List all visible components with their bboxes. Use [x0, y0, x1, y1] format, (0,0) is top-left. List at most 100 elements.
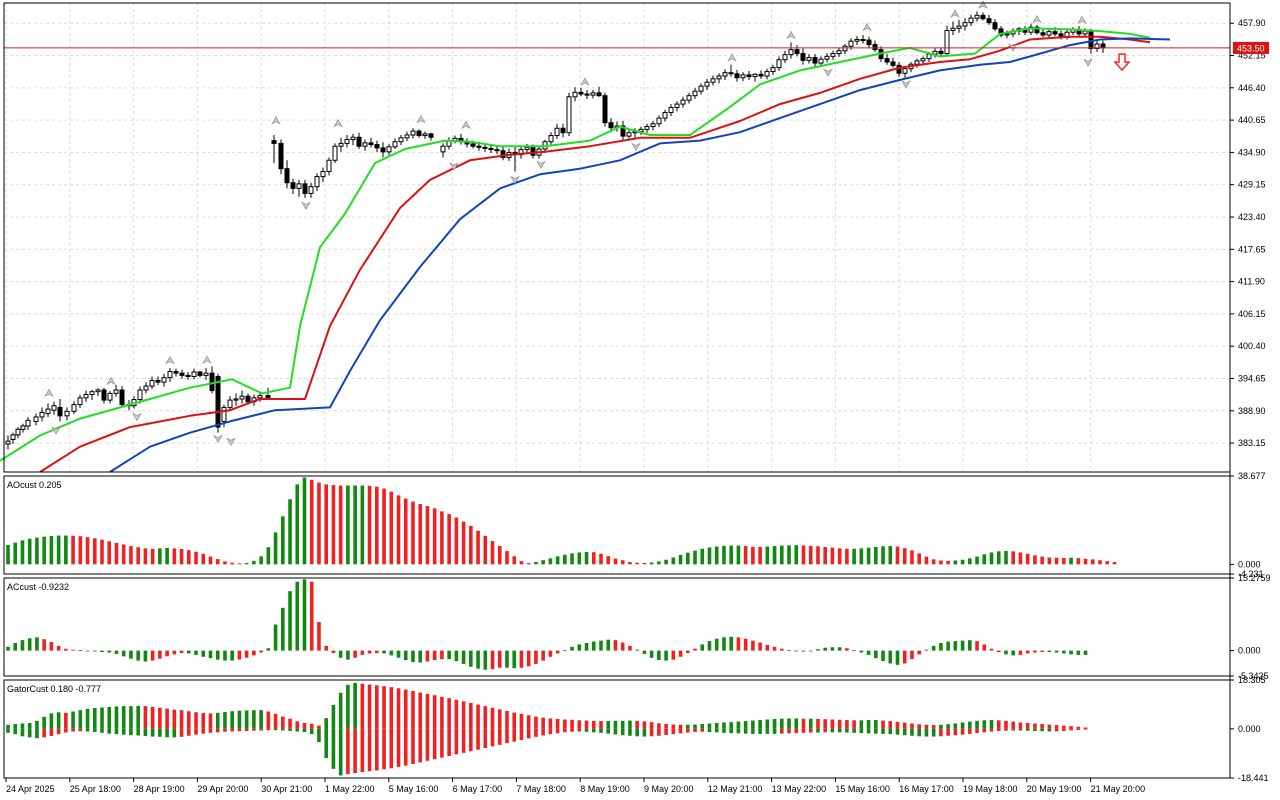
ac-histogram-bar [215, 650, 220, 660]
candle-bullish [572, 91, 578, 98]
gator-lower-bar [599, 728, 603, 733]
gator-lower-bar [1069, 728, 1073, 731]
gator-upper-bar [158, 707, 162, 729]
ac-histogram-bar [1011, 650, 1016, 656]
ac-histogram-bar [244, 650, 249, 658]
gator-lower-bar [1040, 728, 1044, 732]
ao-histogram-bar [129, 546, 133, 565]
candle-bearish [1034, 26, 1040, 34]
fractal-down-icon [449, 162, 459, 171]
gator-y-tick-label: 18.305 [1238, 675, 1266, 685]
candle-bullish [113, 389, 119, 394]
ac-histogram-bar [1054, 650, 1059, 653]
ao-histogram-bar [584, 552, 589, 565]
ac-histogram-bar [194, 650, 198, 655]
ac-panel[interactable]: ACcust -0.9232 [6, 579, 1088, 670]
ac-histogram-bar [35, 637, 39, 651]
ac-histogram-bar [20, 640, 25, 651]
ac-histogram-bar [201, 650, 206, 657]
ao-histogram-bar [534, 562, 538, 565]
gator-y-tick-label: -18.441 [1238, 773, 1269, 783]
ac-histogram-bar [461, 650, 466, 664]
gator-lower-bar [512, 728, 517, 742]
alligator-jaw-line [109, 37, 1171, 473]
ao-histogram-bar [910, 550, 914, 565]
ao-histogram-bar [158, 548, 162, 565]
fractal-down-icon [510, 175, 520, 185]
gator-lower-bar [346, 728, 350, 775]
candle-bearish [101, 389, 107, 401]
x-tick-label: 29 Apr 20:00 [197, 784, 248, 794]
ac-histogram-bar [917, 650, 922, 655]
ao-histogram-bar [519, 561, 524, 565]
gator-lower-bar [628, 728, 632, 736]
gator-lower-bar [476, 728, 480, 750]
gator-lower-bar [693, 728, 697, 733]
ac-histogram-bar [237, 650, 242, 660]
ac-histogram-bar [866, 650, 871, 655]
gator-lower-bar [678, 728, 683, 734]
ac-histogram-bar [1018, 650, 1023, 655]
ao-histogram-bar [939, 560, 943, 565]
gator-upper-bar [642, 721, 647, 729]
gator-lower-bar [895, 728, 900, 735]
candle-bullish [239, 395, 245, 400]
ao-histogram-bar [324, 484, 328, 565]
ao-histogram-bar [946, 560, 950, 565]
candle-bullish [968, 17, 974, 24]
candle-bullish [842, 45, 848, 52]
x-tick-label: 30 Apr 21:00 [261, 784, 312, 794]
candle-bullish [15, 428, 21, 436]
ao-histogram-bar [418, 504, 423, 565]
ac-histogram-bar [1040, 650, 1044, 653]
ao-histogram-bar [599, 553, 603, 565]
candle-bearish [290, 182, 296, 189]
ao-histogram-bar [541, 560, 545, 565]
gator-lower-bar [982, 728, 987, 733]
ao-histogram-bar [382, 488, 386, 565]
ac-histogram-bar [259, 650, 263, 653]
gator-upper-bar [223, 712, 227, 729]
gator-lower-bar [20, 728, 25, 737]
gator-upper-bar [635, 720, 639, 729]
gator-lower-bar [389, 728, 394, 769]
gator-lower-bar [281, 728, 285, 731]
gator-upper-bar [693, 724, 697, 729]
ac-histogram-bar [403, 650, 408, 661]
gator-upper-bar [396, 688, 401, 729]
gator-lower-bar [751, 728, 755, 734]
ao-histogram-bar [237, 563, 242, 565]
ac-histogram-bar [946, 641, 950, 651]
gator-lower-bar [194, 728, 198, 735]
ac-histogram-bar [794, 650, 799, 652]
gator-lower-bar [454, 728, 459, 755]
ao-histogram-bar [100, 539, 104, 565]
ac-histogram-bar [223, 650, 227, 661]
ao-panel[interactable]: AOcust 0.205 [6, 477, 1117, 565]
candle-bullish [404, 134, 410, 139]
ao-histogram-bar [1105, 561, 1110, 565]
gator-upper-bar [1025, 722, 1030, 729]
ao-histogram-bar [982, 554, 987, 565]
candle-bullish [902, 68, 908, 74]
gator-upper-bar [150, 706, 155, 729]
candle-bearish [488, 147, 494, 151]
ac-histogram-bar [64, 648, 68, 651]
candle-bullish [548, 135, 554, 143]
gator-panel[interactable]: GatorCust 0.180 -0.777 [6, 682, 1088, 776]
ao-histogram-bar [794, 545, 799, 565]
ao-histogram-bar [490, 541, 495, 565]
price-panel[interactable] [0, 0, 1230, 473]
ac-histogram-bar [678, 650, 683, 657]
candle-bullish [1004, 33, 1010, 36]
gator-upper-bar [85, 708, 90, 729]
gator-lower-bar [729, 728, 733, 734]
ao-histogram-bar [411, 501, 415, 565]
ac-histogram-bar [751, 640, 755, 651]
gator-upper-bar [107, 706, 112, 729]
candle-bullish [662, 112, 668, 119]
x-tick-label: 16 May 17:00 [899, 784, 954, 794]
ao-histogram-bar [837, 548, 842, 565]
gator-upper-bar [100, 707, 104, 729]
